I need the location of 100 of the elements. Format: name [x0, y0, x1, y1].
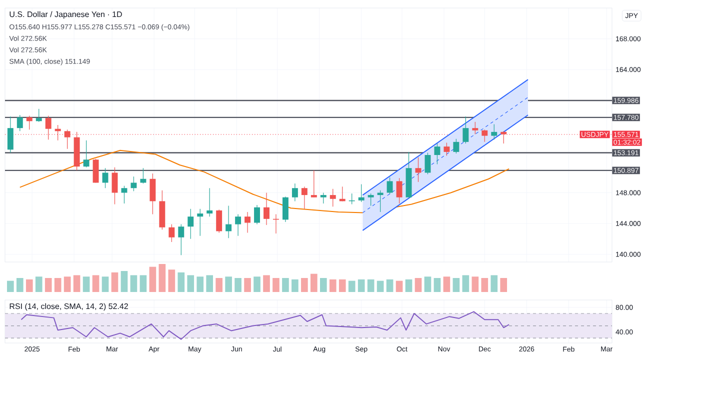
- bar: [196, 276, 204, 292]
- candlestick: [264, 192, 270, 226]
- bar: [329, 279, 336, 292]
- bar: [130, 275, 138, 292]
- candlestick: [386, 177, 393, 195]
- bar: [301, 278, 308, 292]
- candlestick: [102, 168, 108, 188]
- bar: [120, 270, 128, 292]
- chart-title: U.S. Dollar / Japanese Yen · 1D: [10, 11, 122, 19]
- bar: [26, 279, 33, 292]
- bar: [44, 278, 52, 292]
- bar: [73, 275, 80, 292]
- bar: [472, 276, 479, 292]
- bar: [376, 280, 384, 292]
- bar: [500, 278, 508, 292]
- bar: [405, 279, 412, 292]
- bar: [149, 266, 156, 292]
- candlestick: [140, 168, 146, 184]
- candlestick: [36, 108, 42, 122]
- candlestick: [292, 183, 298, 202]
- bar: [348, 280, 356, 292]
- bar: [64, 276, 71, 292]
- bar: [92, 275, 100, 292]
- bar: [386, 279, 394, 292]
- chart-title: RSI (14, close, SMA, 14, 2) 52.42: [10, 303, 128, 311]
- candlestick: [121, 186, 128, 204]
- bar: [481, 278, 488, 292]
- bar: [424, 276, 432, 292]
- bar: [367, 279, 374, 292]
- candlestick: [301, 186, 308, 210]
- bar: [452, 278, 460, 292]
- bar: [310, 274, 318, 292]
- bar: [7, 280, 14, 292]
- candlestick: [453, 138, 460, 154]
- candlestick: [282, 196, 288, 222]
- candlestick: [444, 142, 450, 156]
- candlestick: [377, 190, 384, 212]
- bar: [263, 275, 270, 292]
- bar: [16, 278, 24, 292]
- candlestick: [254, 204, 260, 225]
- bar: [234, 278, 242, 292]
- candlestick: [244, 212, 251, 234]
- bar: [187, 275, 194, 292]
- candlestick: [235, 214, 242, 236]
- bar: [434, 278, 441, 292]
- bar: [272, 278, 280, 292]
- bar: [254, 276, 260, 292]
- candlestick: [197, 208, 204, 236]
- candlestick: [7, 116, 14, 154]
- candlestick: [226, 206, 232, 238]
- candlestick: [130, 176, 137, 192]
- bar: [490, 275, 498, 292]
- candlestick: [415, 157, 422, 182]
- bar: [216, 278, 222, 292]
- bar: [443, 276, 450, 292]
- candlestick: [368, 193, 374, 206]
- candlestick: [310, 170, 317, 198]
- bar: [35, 276, 42, 292]
- candlestick: [320, 192, 326, 204]
- candlestick: [424, 152, 431, 175]
- bar: [206, 275, 214, 292]
- bar: [282, 278, 289, 292]
- candlestick: [462, 116, 469, 144]
- candlestick: [45, 115, 52, 140]
- candlestick: [112, 167, 118, 205]
- candlestick: [434, 143, 440, 165]
- bar: [111, 272, 118, 292]
- bar: [102, 276, 109, 292]
- bar: [358, 279, 365, 292]
- bar: [178, 272, 185, 292]
- bar: [244, 278, 251, 292]
- bar: [225, 276, 232, 292]
- candlestick: [491, 124, 498, 140]
- bar: [414, 278, 422, 292]
- line-series: [19, 150, 510, 214]
- bar: [158, 264, 166, 292]
- bar: [140, 275, 147, 292]
- candlestick: [26, 115, 32, 130]
- candlestick: [396, 178, 402, 204]
- line-series: [20, 311, 510, 340]
- bar: [82, 276, 90, 292]
- candlestick: [206, 188, 213, 217]
- candlestick: [188, 208, 194, 240]
- bar: [396, 280, 403, 292]
- candlestick: [83, 140, 90, 168]
- bar: [338, 279, 346, 292]
- candlestick: [216, 209, 222, 234]
- bar: [462, 275, 470, 292]
- candlestick: [92, 158, 99, 184]
- candlestick: [472, 122, 478, 135]
- candlestick: [64, 129, 70, 150]
- candlestick: [482, 129, 488, 142]
- candlestick: [168, 224, 175, 242]
- bar: [292, 279, 298, 292]
- candlestick: [16, 114, 23, 132]
- bar: [54, 278, 62, 292]
- candlestick: [330, 188, 336, 207]
- bar: [320, 278, 327, 292]
- candlestick: [358, 184, 364, 202]
- candlestick: [178, 224, 184, 256]
